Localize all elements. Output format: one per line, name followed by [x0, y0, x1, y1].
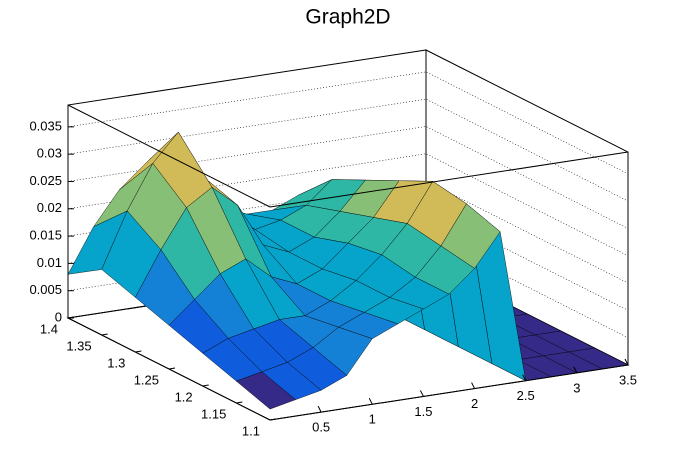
y-tick-label: 1.15 — [201, 406, 226, 421]
y-tick-label: 1.35 — [66, 338, 91, 353]
x-tick — [624, 358, 629, 366]
z-tick-label: 0.005 — [29, 282, 62, 297]
box-edge — [269, 151, 629, 208]
x-tick-label: 3 — [573, 380, 580, 395]
x-tick-label: 1 — [369, 412, 376, 427]
y-tick — [67, 316, 75, 319]
x-tick-label: 0.5 — [312, 420, 330, 435]
surface-cell — [235, 371, 296, 410]
x-tick — [419, 390, 424, 397]
y-tick — [236, 401, 243, 404]
y-tick — [269, 418, 277, 421]
x-tick-label: 3.5 — [619, 372, 637, 387]
x-tick — [573, 366, 578, 374]
z-tick-label: 0.035 — [29, 118, 62, 133]
z-tick-label: 0.015 — [29, 228, 62, 243]
grid-line — [67, 71, 629, 175]
axis-line — [269, 364, 629, 421]
box-edge — [67, 104, 271, 208]
x-tick-label: 1.5 — [414, 404, 432, 419]
x-tick — [317, 405, 322, 413]
y-tick-label: 1.1 — [242, 423, 260, 438]
y-tick — [135, 350, 142, 353]
x-tick-label: 2 — [471, 396, 478, 411]
z-tick-label: 0.02 — [37, 200, 62, 215]
z-tick-label: 0 — [55, 309, 62, 324]
z-tick-label: 0.025 — [29, 173, 62, 188]
chart-title: Graph2D — [305, 6, 390, 29]
z-tick-label: 0.03 — [37, 146, 62, 161]
grid-line — [67, 98, 629, 202]
x-tick — [368, 398, 373, 405]
y-tick-label: 1.25 — [134, 372, 159, 387]
x-tick — [522, 374, 527, 381]
z-tick-label: 0.01 — [37, 255, 62, 270]
x-tick-label: 2.5 — [517, 388, 535, 403]
x-tick — [471, 382, 476, 389]
y-tick-label: 1.4 — [40, 321, 58, 336]
y-tick — [168, 367, 176, 370]
y-tick — [101, 333, 108, 336]
y-tick — [202, 384, 209, 387]
y-tick-label: 1.3 — [107, 355, 125, 370]
y-tick-label: 1.2 — [175, 389, 193, 404]
